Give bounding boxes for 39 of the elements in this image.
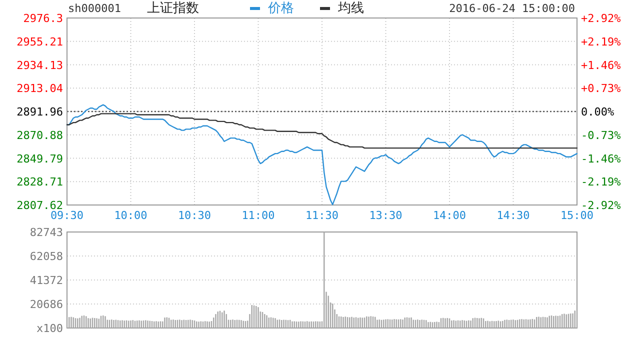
y2-tick-label: +2.19% [581, 35, 622, 48]
x-tick-label: 09:30 [50, 209, 84, 222]
y-tick-label: 2934.13 [16, 58, 63, 72]
y2-tick-label: -0.73% [581, 128, 622, 142]
x-tick-label: 14:30 [496, 209, 530, 222]
y-tick-label: 82743 [30, 226, 63, 239]
x-tick-label: 10:00 [114, 209, 148, 222]
y2-tick-label: +1.46% [581, 58, 622, 72]
y2-tick-label: -2.19% [581, 176, 622, 189]
y-tick-label: 2828.71 [16, 176, 63, 189]
y-tick-label: 2976.3 [23, 12, 63, 25]
y-tick-label: 2891.96 [16, 106, 63, 118]
y2-tick-label: -1.46% [581, 152, 622, 166]
y-tick-label: 2807.62 [16, 199, 63, 212]
y2-tick-label: +2.92% [581, 12, 622, 25]
line-series [66, 104, 578, 206]
y2-tick-label: -2.92% [581, 199, 622, 212]
y2-tick-label: 0.00% [581, 106, 614, 118]
text: 2016-06-24 15:00:00 [449, 2, 575, 15]
legend-label: 均线 [337, 0, 364, 15]
y-tick-label: 2955.21 [16, 35, 63, 48]
x-tick-label: 11:30 [305, 209, 339, 222]
x-tick-label: 11:00 [242, 209, 275, 222]
x-tick-label: 15:00 [560, 209, 594, 222]
y-tick-label: 41372 [30, 274, 63, 287]
y2-tick-label: +0.73% [581, 82, 622, 96]
y-tick-label: 2849.79 [16, 152, 63, 166]
chart-title: 上证指数 [147, 0, 199, 15]
legend-label: 价格 [267, 0, 294, 15]
x-tick-label: 10:30 [178, 209, 212, 222]
y-tick-label: 20686 [30, 298, 63, 311]
chart-subtitle: sh000001 [68, 2, 121, 15]
y-tick-label: 62058 [30, 250, 63, 263]
y-tick-label: x100 [36, 322, 63, 335]
line-series [66, 113, 578, 149]
x-tick-label: 14:00 [432, 209, 466, 222]
y-tick-label: 2913.04 [16, 82, 64, 96]
y-tick-label: 2870.88 [16, 128, 63, 142]
x-tick-label: 13:30 [369, 209, 402, 222]
